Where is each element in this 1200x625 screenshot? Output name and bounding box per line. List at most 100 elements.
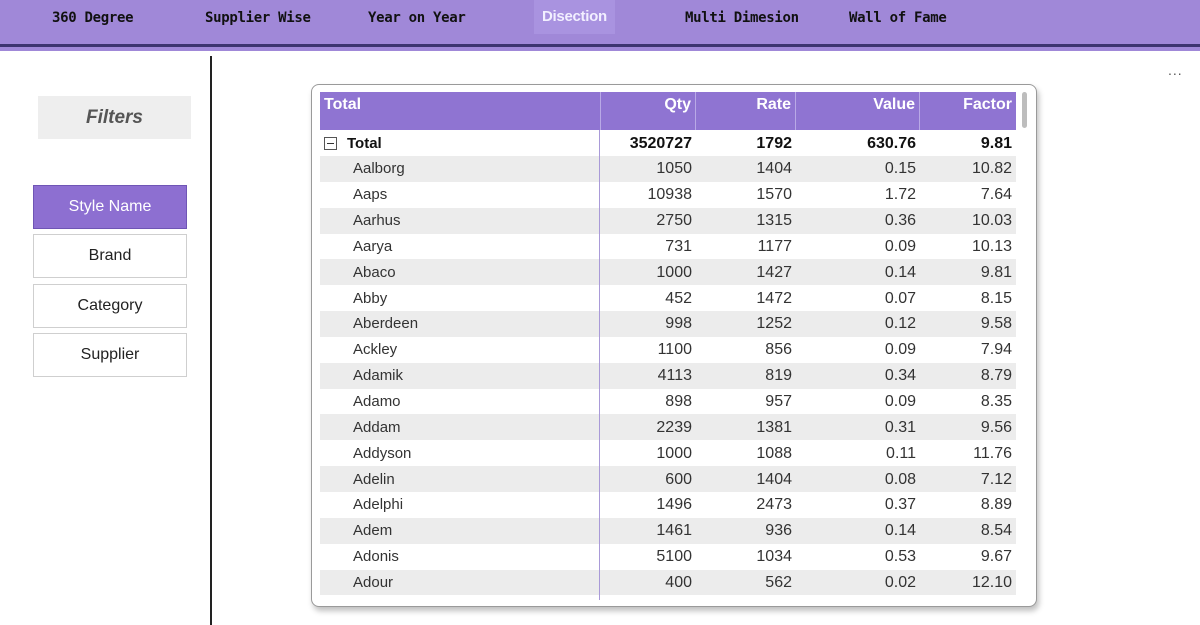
row-value-cell: 1.72 — [884, 186, 916, 204]
table-row[interactable]: Addam 2239 1381 0.31 9.56 — [320, 414, 1016, 441]
row-qty-cell: 452 — [665, 289, 692, 307]
tab-360-degree[interactable]: 360 Degree — [52, 10, 134, 26]
row-value-cell: 0.36 — [884, 212, 916, 230]
table-row[interactable]: Aarya 731 1177 0.09 10.13 — [320, 234, 1016, 260]
table-row[interactable]: Adelphi 1496 2473 0.37 8.89 — [320, 492, 1016, 518]
row-qty-cell: 1461 — [656, 522, 692, 540]
row-value-cell: 0.02 — [884, 573, 916, 591]
table-row[interactable]: Abby 452 1472 0.07 8.15 — [320, 285, 1016, 311]
table-row[interactable]: Abaco 1000 1427 0.14 9.81 — [320, 259, 1016, 286]
row-factor-cell: 8.54 — [980, 522, 1012, 540]
row-qty-cell: 1000 — [656, 263, 692, 281]
row-name-cell: Adamo — [353, 393, 401, 411]
row-name-cell: Addam — [353, 418, 401, 436]
filters-title: Filters — [38, 96, 191, 139]
row-factor-cell: 8.35 — [980, 393, 1012, 411]
row-factor-cell: 7.12 — [980, 470, 1012, 488]
more-options-icon[interactable]: ... — [1168, 62, 1183, 78]
row-rate-cell: 1252 — [756, 315, 792, 333]
table-row[interactable]: Adour 400 562 0.02 12.10 — [320, 569, 1016, 596]
row-qty-cell: 5100 — [656, 548, 692, 566]
table-row[interactable]: Adamo 898 957 0.09 8.35 — [320, 389, 1016, 415]
slicer-brand[interactable]: Brand — [33, 234, 187, 278]
table-row[interactable]: Ackley 1100 856 0.09 7.94 — [320, 337, 1016, 363]
row-rate-cell: 1315 — [756, 212, 792, 230]
row-rate-cell: 1381 — [756, 418, 792, 436]
row-factor-cell: 10.03 — [971, 212, 1012, 230]
row-factor-cell: 7.64 — [980, 186, 1012, 204]
table-body: Total 3520727 1792 630.76 9.81 Aalborg 10… — [320, 130, 1016, 596]
row-value-cell: 0.07 — [884, 289, 916, 307]
table-row[interactable]: Aberdeen 998 1252 0.12 9.58 — [320, 311, 1016, 337]
row-rate-cell: 562 — [765, 573, 792, 591]
row-name-cell: Aaps — [353, 186, 388, 204]
row-qty-cell: 898 — [665, 393, 692, 411]
panel-divider — [210, 56, 212, 625]
row-factor-cell: 8.79 — [980, 367, 1012, 385]
row-name-cell: Abaco — [353, 263, 396, 281]
tab-supplier-wise[interactable]: Supplier Wise — [205, 10, 311, 26]
row-factor-cell: 9.67 — [980, 548, 1012, 566]
row-name-cell: Aarhus — [353, 212, 401, 230]
slicer-category[interactable]: Category — [33, 284, 187, 328]
slicer-style-name[interactable]: Style Name — [33, 185, 187, 229]
vertical-scrollbar[interactable] — [1022, 92, 1027, 128]
table-row[interactable]: Adamik 4113 819 0.34 8.79 — [320, 362, 1016, 389]
row-rate-cell: 1034 — [756, 548, 792, 566]
table-row[interactable]: Aalborg 1050 1404 0.15 10.82 — [320, 156, 1016, 182]
table-row[interactable]: Adonis 5100 1034 0.53 9.67 — [320, 544, 1016, 570]
table-row[interactable]: Addyson 1000 1088 0.11 11.76 — [320, 440, 1016, 466]
table-row[interactable]: Adem 1461 936 0.14 8.54 — [320, 517, 1016, 544]
row-factor-cell: 9.81 — [980, 263, 1012, 281]
column-header-rate[interactable]: Rate — [696, 92, 796, 130]
row-qty-cell: 10938 — [647, 186, 693, 204]
table-header: Total Qty Rate Value Factor — [320, 92, 1016, 130]
tab-year-on-year[interactable]: Year on Year — [368, 10, 466, 26]
table-row[interactable]: Aaps 10938 1570 1.72 7.64 — [320, 182, 1016, 208]
row-factor-cell: 11.76 — [973, 444, 1012, 462]
slicer-supplier[interactable]: Supplier — [33, 333, 187, 377]
row-rate-cell: 957 — [765, 393, 792, 411]
row-value-cell: 0.14 — [884, 522, 916, 540]
row-rate-cell: 1472 — [756, 289, 792, 307]
row-value-cell: 0.09 — [884, 341, 916, 359]
row-rate-cell: 1427 — [756, 263, 792, 281]
row-name-cell: Adour — [353, 573, 394, 591]
table-row[interactable]: Aarhus 2750 1315 0.36 10.03 — [320, 207, 1016, 234]
row-value-cell: 0.11 — [886, 444, 916, 462]
row-qty-cell: 2239 — [656, 418, 692, 436]
row-name-cell: Adelphi — [353, 496, 404, 514]
total-row-label-cell: Total — [320, 131, 601, 156]
row-factor-cell: 8.89 — [980, 496, 1012, 514]
row-name-cell: Addyson — [353, 444, 412, 462]
row-factor-cell: 10.13 — [971, 237, 1012, 255]
row-value-cell: 0.53 — [884, 548, 916, 566]
row-name-cell: Adonis — [353, 548, 399, 566]
row-name-cell: Abby — [353, 289, 388, 307]
tab-disection[interactable]: Disection — [534, 0, 615, 34]
column-header-value[interactable]: Value — [796, 92, 920, 130]
row-qty-cell: 1496 — [656, 496, 692, 514]
column-header-qty[interactable]: Qty — [601, 92, 696, 130]
row-value-cell: 0.15 — [884, 160, 916, 178]
row-rate-cell: 1404 — [756, 470, 792, 488]
row-name-cell: Ackley — [353, 341, 398, 359]
column-header-total[interactable]: Total — [320, 92, 601, 130]
row-value-cell: 0.34 — [884, 367, 916, 385]
row-rate-cell: 2473 — [756, 496, 792, 514]
row-value-cell: 0.09 — [884, 237, 916, 255]
table-row[interactable]: Adelin 600 1404 0.08 7.12 — [320, 466, 1016, 492]
row-qty-cell: 998 — [665, 315, 692, 333]
collapse-icon[interactable] — [324, 136, 337, 150]
total-qty: 3520727 — [629, 134, 692, 152]
column-header-factor[interactable]: Factor — [963, 96, 1012, 113]
nav-underline — [0, 47, 1200, 51]
row-qty-cell: 4113 — [657, 367, 692, 385]
tab-wall-of-fame[interactable]: Wall of Fame — [849, 10, 947, 26]
row-qty-cell: 1100 — [657, 341, 692, 359]
nav-divider — [0, 44, 1200, 47]
total-row: Total 3520727 1792 630.76 9.81 — [320, 130, 1016, 156]
total-row-name: Total — [347, 134, 382, 152]
tab-multi-dimesion[interactable]: Multi Dimesion — [685, 10, 799, 26]
row-name-cell: Adelin — [353, 470, 395, 488]
